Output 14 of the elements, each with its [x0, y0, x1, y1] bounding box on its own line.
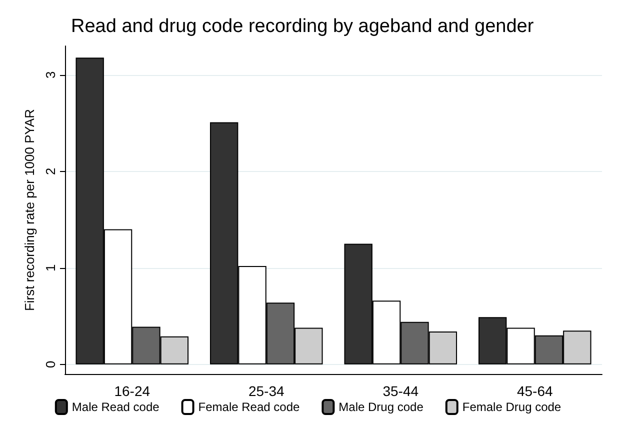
legend-label: Female Read code [198, 400, 300, 414]
y-tick-label: 2 [43, 168, 58, 176]
legend-label: Male Read code [72, 400, 160, 414]
y-tick-label: 0 [43, 360, 58, 368]
x-tick-label: 45-64 [516, 383, 553, 399]
x-tick-label: 25-34 [248, 383, 284, 399]
y-axis-title: First recording rate per 1000 PYAR [22, 108, 38, 312]
y-tick-label: 1 [43, 264, 58, 272]
y-tick-label: 3 [43, 71, 58, 79]
legend-label: Male Drug code [338, 400, 424, 414]
x-tick-label: 16-24 [114, 383, 150, 399]
x-tick-label: 35-44 [382, 383, 419, 399]
legend-label: Female Drug code [462, 400, 562, 414]
chart-title: Read and drug code recording by ageband and gender [71, 16, 534, 37]
